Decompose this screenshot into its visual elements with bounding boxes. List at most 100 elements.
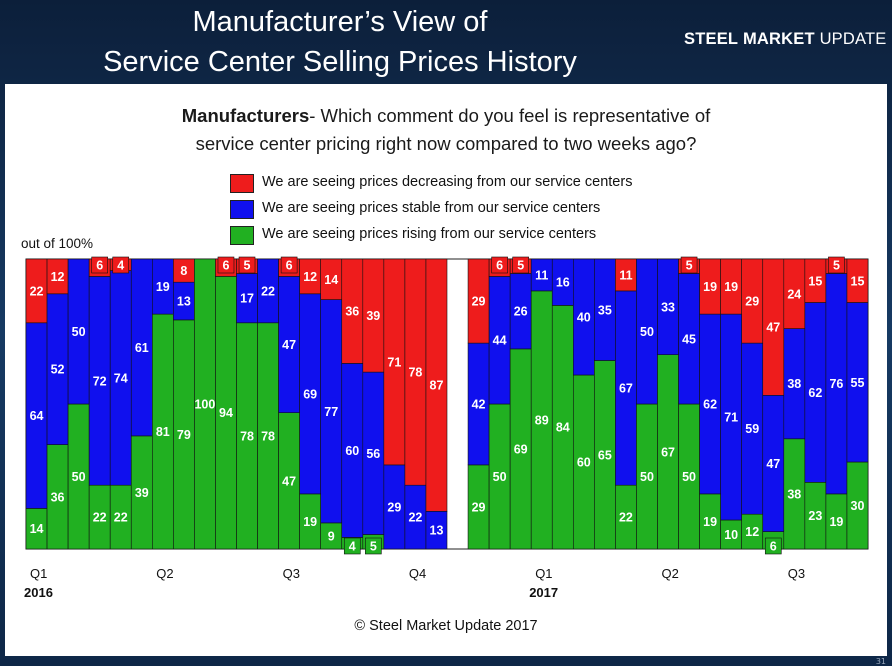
- data-label-rising: 81: [156, 425, 170, 439]
- data-label-stable: 50: [72, 325, 86, 339]
- year-label: 2016: [24, 585, 53, 600]
- data-label-rising: 38: [787, 487, 801, 501]
- data-label-decreasing: 11: [619, 268, 632, 282]
- data-label-decreasing: 15: [808, 274, 822, 288]
- chart-panel: Manufacturers- Which comment do you feel…: [5, 84, 887, 656]
- data-label-stable: 62: [808, 386, 822, 400]
- legend-label-rising: We are seeing prices rising from our ser…: [262, 226, 597, 242]
- data-label-box-decreasing: [217, 256, 235, 274]
- legend-label-decreasing: We are seeing prices decreasing from our…: [262, 174, 633, 190]
- data-label-rising: 6: [770, 540, 777, 554]
- question-line-1-text: - Which comment do you feel is represent…: [309, 105, 711, 126]
- data-label-decreasing: 22: [30, 284, 44, 298]
- data-label-stable: 64: [30, 409, 44, 423]
- data-label-decreasing: 12: [51, 270, 65, 284]
- x-tick-label: Q3: [283, 566, 300, 581]
- data-label-rising: 9: [328, 529, 335, 543]
- x-tick-label: Q3: [788, 566, 805, 581]
- data-label-rising: 14: [30, 522, 44, 536]
- data-label-stable: 16: [556, 276, 570, 290]
- data-label-rising: 19: [303, 515, 317, 529]
- data-label-stable: 76: [829, 377, 843, 391]
- data-label-rising: 47: [282, 474, 296, 488]
- data-label-box-decreasing: [491, 256, 508, 274]
- data-label-decreasing: 6: [496, 259, 503, 273]
- data-label-rising: 94: [219, 406, 233, 420]
- data-label-rising: 39: [135, 486, 149, 500]
- bar-segment-decreasing: [846, 258, 869, 303]
- data-label-rising: 5: [370, 540, 377, 554]
- data-label-stable: 67: [619, 382, 633, 396]
- data-label-stable: 42: [472, 398, 486, 412]
- data-label-rising: 84: [556, 421, 570, 435]
- data-label-rising: 22: [619, 511, 633, 525]
- data-label-stable: 13: [177, 295, 191, 309]
- data-label-stable: 55: [851, 376, 865, 390]
- data-label-rising: 78: [240, 429, 254, 443]
- data-label-stable: 77: [324, 405, 338, 419]
- data-label-box-decreasing: [280, 256, 298, 274]
- data-label-rising: 60: [577, 456, 591, 470]
- data-label-stable: 47: [282, 338, 296, 352]
- data-label-rising: 78: [261, 429, 275, 443]
- data-label-rising: 36: [51, 490, 65, 504]
- data-label-stable: 71: [724, 411, 738, 425]
- data-label-box-rising: [343, 537, 361, 555]
- data-label-decreasing: 8: [180, 264, 187, 278]
- data-label-stable: 13: [430, 524, 444, 538]
- data-label-rising: 10: [724, 528, 738, 542]
- data-label-rising: 19: [829, 515, 843, 529]
- x-tick-label: Q1: [30, 566, 47, 581]
- data-label-stable: 47: [766, 457, 780, 471]
- logo-text: STEEL MARKET UPDATE: [684, 30, 886, 49]
- data-label-rising: 29: [472, 500, 486, 514]
- data-label-stable: 69: [303, 387, 317, 401]
- chart-question: Manufacturers- Which comment do you feel…: [5, 102, 887, 158]
- data-label-stable: 35: [598, 303, 612, 317]
- data-label-decreasing: 12: [303, 270, 317, 284]
- data-label-rising: 22: [114, 511, 128, 525]
- data-label-rising: 89: [535, 413, 549, 427]
- data-label-rising: 12: [745, 525, 759, 539]
- data-label-box-decreasing: [112, 256, 130, 274]
- data-label-rising: 100: [194, 398, 215, 412]
- data-label-decreasing: 4: [117, 259, 124, 273]
- y-axis-label: out of 100%: [21, 236, 94, 251]
- data-label-box-decreasing: [238, 256, 256, 274]
- data-label-box-rising: [764, 537, 782, 555]
- title-line-1: Manufacturer’s View of: [192, 6, 488, 38]
- question-line-1: Manufacturers- Which comment do you feel…: [5, 102, 887, 130]
- data-label-decreasing: 19: [724, 280, 738, 294]
- data-label-stable: 61: [135, 341, 149, 355]
- data-label-box-decreasing: [680, 256, 698, 274]
- copyright: © Steel Market Update 2017: [354, 618, 538, 634]
- data-label-box-decreasing: [91, 256, 108, 274]
- steel-market-update-logo: STEEL MARKET UPDATE: [684, 30, 890, 54]
- data-label-rising: 4: [349, 540, 356, 554]
- data-label-rising: 69: [514, 442, 528, 456]
- data-label-box-rising: [365, 537, 382, 555]
- data-label-decreasing: 15: [851, 274, 865, 288]
- data-label-decreasing: 5: [686, 259, 693, 273]
- data-label-stable: 33: [661, 300, 675, 314]
- data-label-rising: 19: [703, 515, 717, 529]
- data-label-decreasing: 39: [366, 309, 380, 323]
- data-label-stable: 59: [745, 422, 759, 436]
- x-tick-label: Q2: [156, 566, 173, 581]
- header: Manufacturer’s View of Service Center Se…: [0, 0, 892, 84]
- data-label-stable: 60: [345, 444, 359, 458]
- data-label-stable: 50: [640, 325, 654, 339]
- logo-word-market: MARKET: [742, 30, 815, 48]
- page-number: 31: [875, 657, 886, 666]
- year-label: 2017: [529, 585, 558, 600]
- data-label-stable: 38: [787, 377, 801, 391]
- data-label-stable: 72: [93, 374, 107, 388]
- data-label-decreasing: 5: [517, 259, 524, 273]
- data-label-stable: 74: [114, 371, 128, 385]
- x-tick-label: Q4: [409, 566, 426, 581]
- data-label-decreasing: 6: [286, 259, 293, 273]
- data-label-decreasing: 6: [222, 259, 229, 273]
- logo-word-update: UPDATE: [819, 30, 887, 48]
- data-label-stable: 29: [387, 500, 401, 514]
- legend-swatch-stable: [230, 200, 254, 219]
